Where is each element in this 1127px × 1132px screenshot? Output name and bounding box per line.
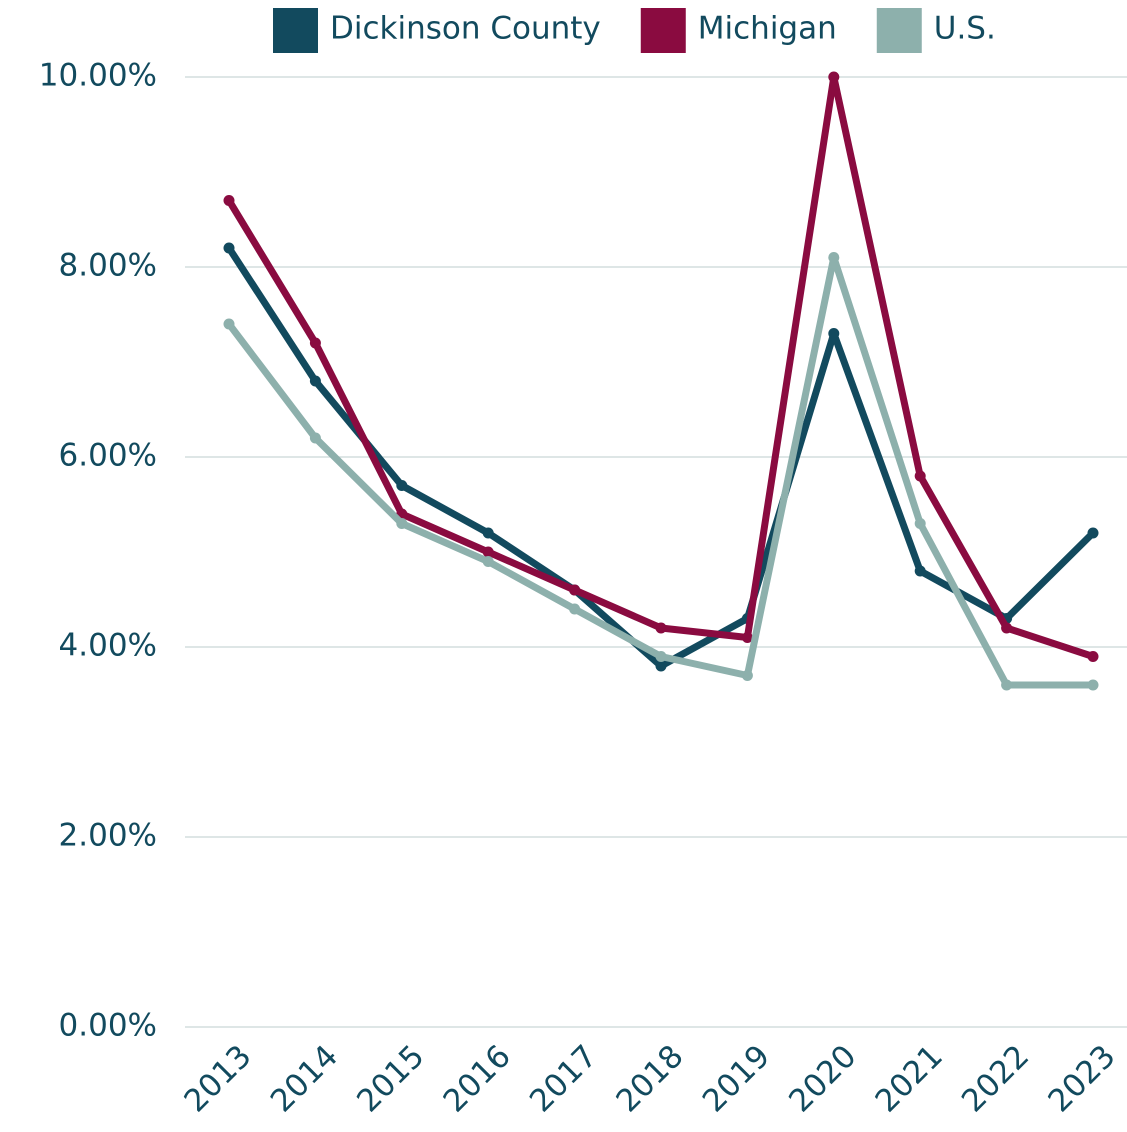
legend-item: Dickinson County <box>273 8 601 53</box>
x-tick-label: 2016 <box>437 1038 518 1119</box>
data-point <box>828 71 840 83</box>
data-point <box>396 480 408 491</box>
x-tick-label: 2021 <box>869 1038 950 1119</box>
series-line <box>226 254 1093 689</box>
data-point <box>396 518 408 529</box>
data-point <box>914 565 926 577</box>
data-point <box>828 252 840 263</box>
data-point <box>223 195 235 206</box>
legend-item: U.S. <box>876 8 996 53</box>
data-point <box>655 622 667 634</box>
data-point <box>655 651 667 662</box>
data-point <box>482 556 494 567</box>
legend-label: Dickinson County <box>330 11 601 47</box>
x-tick-label: 2013 <box>177 1038 258 1119</box>
data-point <box>741 632 753 643</box>
data-point <box>914 518 926 529</box>
x-tick-label: 2020 <box>782 1038 863 1119</box>
data-point <box>914 470 926 482</box>
x-tick-label: 2014 <box>264 1038 345 1119</box>
legend-label: Michigan <box>698 11 837 47</box>
data-point <box>223 318 235 330</box>
y-tick-label: 4.00% <box>59 628 157 664</box>
legend-swatch <box>640 8 686 53</box>
data-point <box>655 660 667 672</box>
data-point <box>569 584 581 596</box>
y-tick-label: 8.00% <box>59 248 157 284</box>
x-tick-label: 2022 <box>955 1038 1036 1119</box>
data-point <box>309 375 321 387</box>
y-tick-label: 10.00% <box>39 58 157 94</box>
legend-item: Michigan <box>640 8 837 53</box>
series-line <box>226 73 1095 660</box>
data-point <box>1087 679 1099 691</box>
data-point <box>828 328 840 339</box>
data-point <box>309 337 321 349</box>
legend-swatch <box>876 8 922 53</box>
x-tick-label: 2015 <box>350 1038 431 1119</box>
x-tick-label: 2017 <box>523 1038 604 1119</box>
x-tick-label: 2019 <box>696 1038 777 1119</box>
legend-label: U.S. <box>934 11 996 47</box>
data-point <box>741 670 753 681</box>
data-point <box>482 527 494 539</box>
data-point <box>223 242 235 254</box>
y-tick-label: 0.00% <box>59 1008 157 1044</box>
data-point <box>569 603 581 615</box>
data-point <box>309 432 321 444</box>
data-point <box>1087 651 1099 662</box>
data-point <box>1001 622 1013 634</box>
x-tick-label: 2023 <box>1041 1038 1122 1119</box>
x-tick-label: 2018 <box>609 1038 690 1119</box>
y-tick-label: 6.00% <box>59 438 157 474</box>
data-point <box>1001 679 1013 691</box>
legend-swatch <box>273 8 318 53</box>
y-tick-label: 2.00% <box>59 818 157 854</box>
data-point <box>1087 527 1099 539</box>
data-point <box>482 546 494 558</box>
